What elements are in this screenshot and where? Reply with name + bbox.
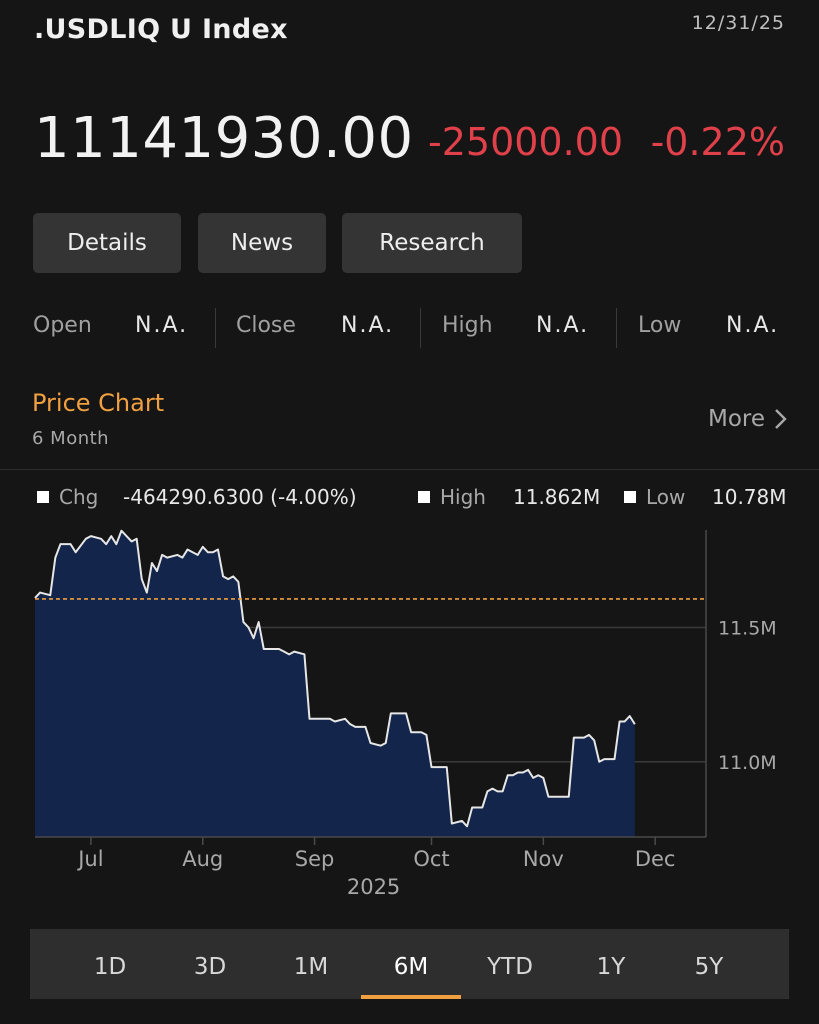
legend-high: High [418, 484, 486, 510]
open-value: N.A. [135, 313, 189, 338]
x-tick-label: Sep [295, 847, 335, 871]
section-divider [0, 469, 819, 470]
low-label: Low [638, 313, 682, 338]
close-value: N.A. [341, 313, 395, 338]
y-tick-label: 11.5M [718, 617, 777, 639]
high-label: High [442, 313, 493, 338]
legend-square-icon [418, 491, 430, 503]
stats-row: Open N.A. Close N.A. High N.A. Low N.A. [0, 306, 819, 348]
range-tabbar: 1D 3D 1M 6M YTD 1Y 5Y [30, 929, 789, 999]
tab-5y[interactable]: 5Y [694, 954, 724, 980]
stats-divider [616, 308, 617, 348]
tab-1y[interactable]: 1Y [596, 954, 626, 980]
stats-divider [420, 308, 421, 348]
legend-square-icon [37, 491, 49, 503]
area-fill [35, 530, 635, 837]
chg-label: Chg [59, 485, 99, 509]
x-year-label: 2025 [347, 875, 400, 899]
x-tick-label: Aug [182, 847, 223, 871]
chevron-right-icon [775, 409, 787, 429]
price-chart[interactable]: 11.5M 11.0M Jul Aug Sep Oct Nov Dec 2025 [0, 512, 819, 912]
more-label: More [707, 406, 765, 432]
active-tab-indicator [361, 995, 461, 999]
legend-square-icon [624, 491, 636, 503]
tab-ytd[interactable]: YTD [487, 954, 533, 980]
x-tick-label: Oct [413, 847, 449, 871]
chg-value: -464290.6300 (-4.00%) [123, 485, 357, 509]
more-link[interactable]: More [708, 406, 787, 432]
x-tick-label: Jul [76, 847, 103, 871]
legend-high-value: 11.862M [513, 485, 601, 509]
y-tick-label: 11.0M [718, 752, 777, 774]
tab-1m[interactable]: 1M [293, 954, 329, 980]
legend-low-label: Low [646, 485, 686, 509]
x-tick-label: Nov [523, 847, 564, 871]
date-label: 12/31/25 [691, 12, 785, 34]
details-button[interactable]: Details [33, 213, 181, 273]
chart-period-label: 6 Month [32, 428, 110, 449]
research-button[interactable]: Research [342, 213, 522, 273]
percent-change: -0.22% [650, 120, 785, 164]
stats-divider [215, 308, 216, 348]
price-chart-title: Price Chart [32, 389, 165, 417]
legend-low: Low [624, 484, 685, 510]
tab-3d[interactable]: 3D [193, 954, 227, 980]
last-price: 11141930.00 [34, 106, 414, 171]
low-value: N.A. [726, 313, 780, 338]
tab-1d[interactable]: 1D [93, 954, 127, 980]
high-value: N.A. [536, 313, 590, 338]
x-tick-label: Dec [635, 847, 676, 871]
legend-high-label: High [440, 485, 486, 509]
tab-6m[interactable]: 6M [393, 954, 429, 980]
legend-low-value: 10.78M [712, 485, 787, 509]
series-line [34, 529, 636, 828]
close-label: Close [236, 313, 296, 338]
open-label: Open [33, 313, 92, 338]
news-button[interactable]: News [198, 213, 326, 273]
ticker-title: .USDLIQ U Index [34, 14, 288, 45]
legend-chg: Chg [37, 484, 98, 510]
net-change: -25000.00 [428, 120, 624, 164]
